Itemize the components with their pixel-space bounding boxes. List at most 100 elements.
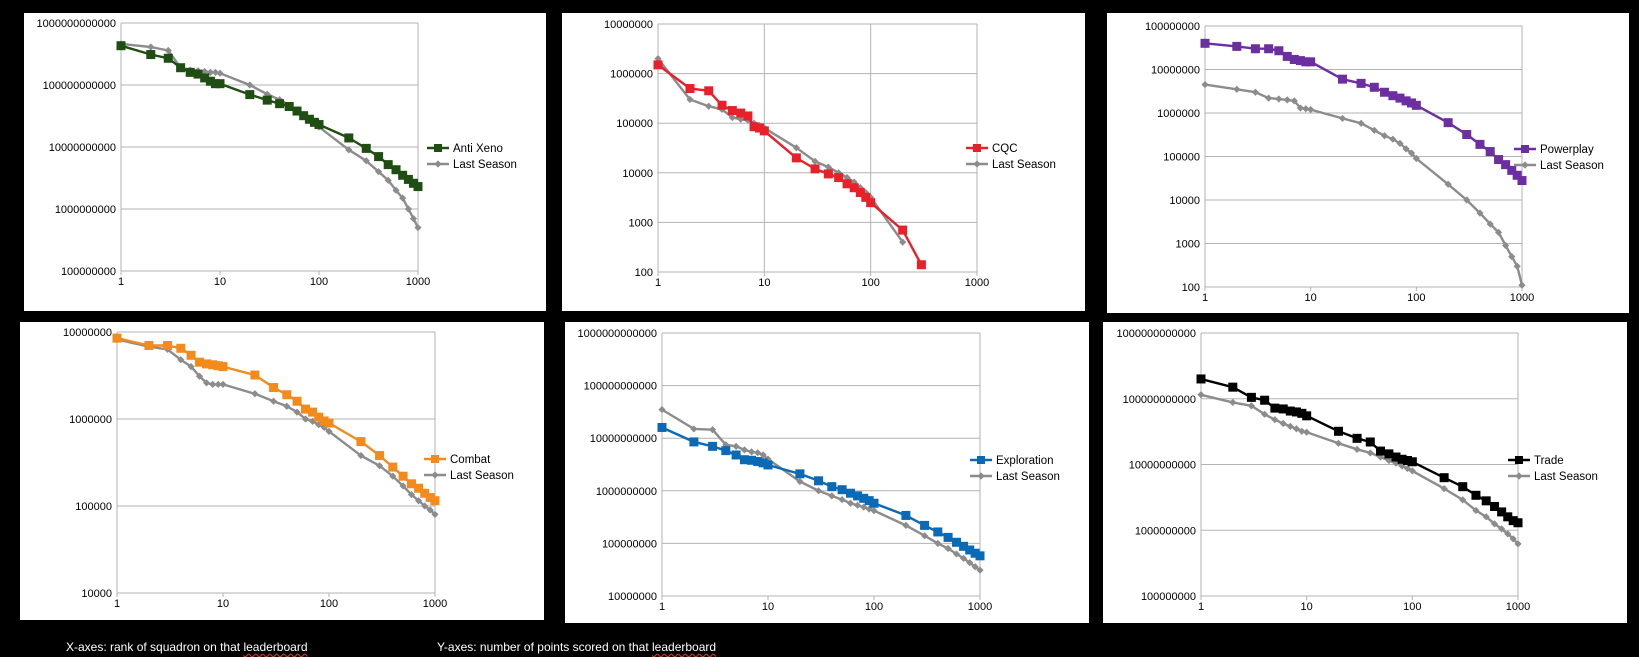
data-point-trade bbox=[1297, 408, 1307, 418]
data-point-anti-xeno bbox=[262, 95, 272, 105]
data-point-anti-xeno bbox=[398, 170, 408, 180]
x-tick-label: 100 bbox=[1403, 601, 1421, 613]
data-point-powerplay bbox=[1282, 51, 1292, 61]
data-point-cqc bbox=[727, 106, 737, 116]
data-point-trade bbox=[1285, 406, 1295, 416]
data-point-exploration bbox=[708, 441, 718, 451]
data-point-last-season bbox=[1389, 135, 1397, 143]
data-point-last-season bbox=[658, 405, 666, 414]
data-point-exploration bbox=[970, 548, 980, 558]
data-point-last-season bbox=[1247, 402, 1256, 410]
data-point-last-season bbox=[375, 168, 383, 176]
data-point-last-season bbox=[1396, 139, 1404, 148]
data-point-last-season bbox=[375, 462, 384, 470]
chart-svg-combat: 10000 100000 1000000 10000000 1 10 100 1000 Comb… bbox=[63, 327, 514, 610]
data-point-last-season bbox=[1459, 496, 1467, 504]
y-tick-label: 100000 bbox=[1163, 152, 1200, 164]
data-point-last-season bbox=[1271, 416, 1279, 424]
y-tick-label: 10000 bbox=[622, 168, 653, 180]
legend-marker-last-season bbox=[973, 160, 981, 168]
data-point-powerplay bbox=[1406, 98, 1416, 108]
legend-label-last-season: Last Season bbox=[996, 471, 1060, 483]
data-point-combat bbox=[112, 333, 122, 343]
data-point-trade bbox=[1407, 457, 1417, 467]
data-point-combat bbox=[406, 479, 416, 489]
data-point-anti-xeno bbox=[413, 182, 423, 192]
data-point-last-season bbox=[251, 390, 259, 398]
x-axis-note: X-axes: rank of squadron on that leaderb… bbox=[66, 640, 308, 654]
data-point-anti-xeno bbox=[185, 67, 195, 77]
y-tick-label: 10000000000 bbox=[590, 433, 657, 445]
x-tick-label: 10 bbox=[758, 277, 770, 289]
data-point-powerplay bbox=[1369, 82, 1379, 92]
legend-marker-last-season bbox=[1515, 472, 1523, 480]
y-tick-label: 1000000000 bbox=[1135, 525, 1196, 537]
data-point-last-season bbox=[862, 188, 870, 197]
data-point-combat bbox=[202, 359, 212, 369]
data-point-combat bbox=[375, 451, 385, 461]
data-point-last-season bbox=[1307, 105, 1315, 114]
data-point-trade bbox=[1508, 516, 1518, 526]
data-point-last-season bbox=[1303, 428, 1311, 436]
x-tick-label: 10 bbox=[214, 276, 226, 288]
legend-marker-last-season bbox=[977, 472, 985, 480]
x-tick-label: 10 bbox=[762, 601, 774, 613]
data-point-anti-xeno bbox=[391, 165, 401, 175]
data-point-trade bbox=[1278, 404, 1288, 414]
data-point-cqc bbox=[736, 108, 746, 118]
data-point-cqc bbox=[653, 60, 663, 70]
data-point-cqc bbox=[717, 100, 727, 110]
data-point-combat bbox=[282, 390, 292, 400]
data-point-anti-xeno bbox=[304, 114, 314, 124]
legend-marker-anti-xeno bbox=[434, 144, 442, 152]
data-point-last-season bbox=[952, 550, 961, 558]
y-tick-label: 100000000000 bbox=[1123, 394, 1196, 406]
data-point-last-season bbox=[1290, 97, 1298, 105]
data-point-powerplay bbox=[1462, 130, 1472, 140]
data-point-trade bbox=[1365, 437, 1375, 447]
data-point-last-season bbox=[404, 205, 413, 213]
data-point-last-season bbox=[1353, 445, 1361, 453]
series-line-anti-xeno bbox=[120, 44, 419, 188]
data-point-last-season bbox=[1513, 262, 1521, 270]
data-point-powerplay bbox=[1501, 160, 1511, 170]
chart-svg-exploration: 10000000 100000000 1000000000 10000000000 10… bbox=[577, 328, 1060, 613]
data-point-last-season bbox=[828, 492, 836, 500]
data-point-trade bbox=[1503, 512, 1513, 522]
data-point-anti-xeno bbox=[245, 90, 255, 100]
data-point-combat bbox=[213, 361, 223, 371]
x-tick-label: 1000 bbox=[965, 277, 989, 289]
data-point-combat bbox=[292, 396, 302, 406]
data-point-exploration bbox=[864, 496, 874, 506]
data-point-last-season bbox=[899, 238, 907, 246]
legend-label-last-season: Last Season bbox=[1534, 471, 1598, 483]
data-point-last-season bbox=[846, 499, 855, 507]
data-point-powerplay bbox=[1475, 139, 1485, 149]
data-point-combat bbox=[176, 343, 186, 353]
y-tick-label: 100000 bbox=[616, 118, 653, 130]
chart-panel-anti-xeno: 100000000 1000000000 10000000000 1000000000… bbox=[24, 13, 546, 311]
series-line-last-season bbox=[657, 57, 904, 243]
data-point-powerplay bbox=[1401, 96, 1411, 106]
y-tick-label: 1000 bbox=[629, 217, 653, 229]
data-point-powerplay bbox=[1301, 57, 1311, 67]
data-point-exploration bbox=[721, 446, 731, 456]
data-point-last-season bbox=[389, 472, 397, 480]
data-point-last-season bbox=[269, 397, 278, 405]
data-point-combat bbox=[356, 437, 366, 447]
data-point-anti-xeno bbox=[292, 106, 302, 116]
x-tick-label: 1 bbox=[114, 598, 120, 610]
data-point-trade bbox=[1497, 507, 1507, 517]
y-axis-note-text: Y-axes: number of points scored on that bbox=[437, 640, 653, 654]
data-point-last-season bbox=[209, 380, 217, 388]
data-point-last-season bbox=[409, 215, 418, 223]
y-tick-label: 1000000 bbox=[610, 69, 653, 81]
data-point-exploration bbox=[951, 537, 961, 547]
y-tick-label: 1000000 bbox=[69, 414, 112, 426]
y-tick-label: 10000 bbox=[81, 588, 112, 600]
data-point-exploration bbox=[814, 476, 824, 486]
data-point-last-season bbox=[867, 193, 875, 201]
chart-panel-cqc: 100 1000 10000 100000 1000000 10000000 1 10 100 1… bbox=[562, 13, 1085, 311]
y-axis-note-word: leaderboard bbox=[652, 640, 717, 654]
legend-label-cqc: CQC bbox=[992, 143, 1018, 155]
